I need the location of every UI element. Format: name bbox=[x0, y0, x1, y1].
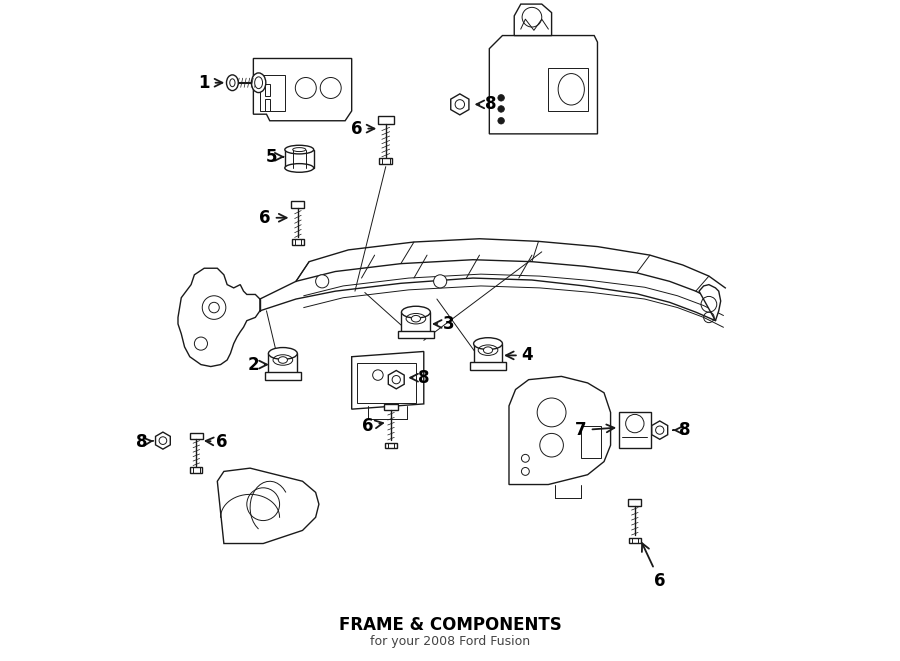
Ellipse shape bbox=[268, 348, 297, 360]
Bar bbox=[190, 433, 203, 440]
Bar bbox=[266, 99, 270, 111]
Text: 2: 2 bbox=[248, 356, 267, 373]
Ellipse shape bbox=[411, 315, 420, 322]
Bar bbox=[265, 371, 302, 379]
Ellipse shape bbox=[284, 164, 314, 173]
Text: 1: 1 bbox=[199, 74, 222, 92]
Circle shape bbox=[498, 118, 504, 124]
Text: 6: 6 bbox=[351, 120, 374, 137]
Bar bbox=[629, 537, 641, 543]
Bar bbox=[398, 330, 435, 338]
Text: 6: 6 bbox=[363, 416, 383, 434]
Polygon shape bbox=[652, 421, 668, 440]
Bar bbox=[470, 362, 507, 369]
Ellipse shape bbox=[558, 73, 584, 105]
Text: 6: 6 bbox=[259, 209, 286, 227]
Text: 7: 7 bbox=[575, 421, 615, 439]
Ellipse shape bbox=[284, 145, 314, 154]
Bar bbox=[292, 202, 304, 208]
Ellipse shape bbox=[230, 79, 235, 87]
Polygon shape bbox=[254, 58, 352, 121]
Bar bbox=[628, 499, 642, 506]
Bar bbox=[266, 84, 270, 96]
Circle shape bbox=[434, 275, 446, 288]
Circle shape bbox=[498, 106, 504, 112]
Ellipse shape bbox=[255, 77, 263, 89]
Text: for your 2008 Ford Fusion: for your 2008 Ford Fusion bbox=[370, 635, 530, 648]
Ellipse shape bbox=[483, 347, 492, 354]
Polygon shape bbox=[388, 370, 404, 389]
Text: 8: 8 bbox=[410, 369, 429, 387]
Text: 6: 6 bbox=[206, 433, 228, 451]
Polygon shape bbox=[451, 94, 469, 115]
Bar bbox=[357, 364, 416, 403]
Ellipse shape bbox=[292, 147, 306, 151]
Bar bbox=[548, 68, 588, 111]
Polygon shape bbox=[509, 376, 610, 485]
Text: 4: 4 bbox=[506, 346, 533, 364]
Bar bbox=[292, 239, 304, 245]
Circle shape bbox=[498, 95, 504, 101]
Bar bbox=[473, 344, 502, 364]
Bar bbox=[619, 412, 651, 448]
Polygon shape bbox=[490, 36, 598, 134]
Text: 8: 8 bbox=[476, 95, 497, 114]
Polygon shape bbox=[352, 352, 424, 409]
Text: 8: 8 bbox=[136, 433, 153, 451]
Ellipse shape bbox=[473, 338, 502, 350]
Bar bbox=[385, 443, 397, 447]
Bar bbox=[260, 75, 284, 111]
Text: 5: 5 bbox=[266, 148, 284, 166]
Text: 6: 6 bbox=[642, 543, 665, 590]
Ellipse shape bbox=[251, 73, 266, 93]
Ellipse shape bbox=[227, 75, 239, 91]
Bar bbox=[378, 116, 393, 124]
Bar bbox=[268, 354, 297, 373]
Polygon shape bbox=[178, 268, 260, 367]
Polygon shape bbox=[514, 4, 552, 36]
Ellipse shape bbox=[401, 306, 430, 318]
Bar bbox=[379, 159, 392, 165]
Text: 8: 8 bbox=[673, 421, 690, 439]
Text: 3: 3 bbox=[434, 315, 454, 333]
Polygon shape bbox=[156, 432, 170, 449]
Bar bbox=[284, 149, 314, 168]
Circle shape bbox=[316, 275, 328, 288]
Bar bbox=[581, 426, 601, 458]
Text: FRAME & COMPONENTS: FRAME & COMPONENTS bbox=[338, 617, 562, 635]
Ellipse shape bbox=[278, 357, 287, 364]
Polygon shape bbox=[699, 285, 721, 321]
Polygon shape bbox=[217, 468, 319, 543]
Bar bbox=[401, 312, 430, 332]
Bar bbox=[384, 404, 398, 410]
Bar bbox=[191, 467, 202, 473]
